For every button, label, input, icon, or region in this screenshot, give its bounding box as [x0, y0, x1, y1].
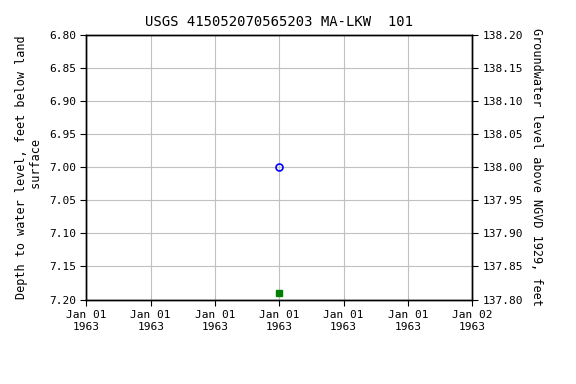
Y-axis label: Groundwater level above NGVD 1929, feet: Groundwater level above NGVD 1929, feet	[530, 28, 543, 306]
Title: USGS 415052070565203 MA-LKW  101: USGS 415052070565203 MA-LKW 101	[145, 15, 414, 29]
Y-axis label: Depth to water level, feet below land
 surface: Depth to water level, feet below land su…	[16, 35, 43, 299]
